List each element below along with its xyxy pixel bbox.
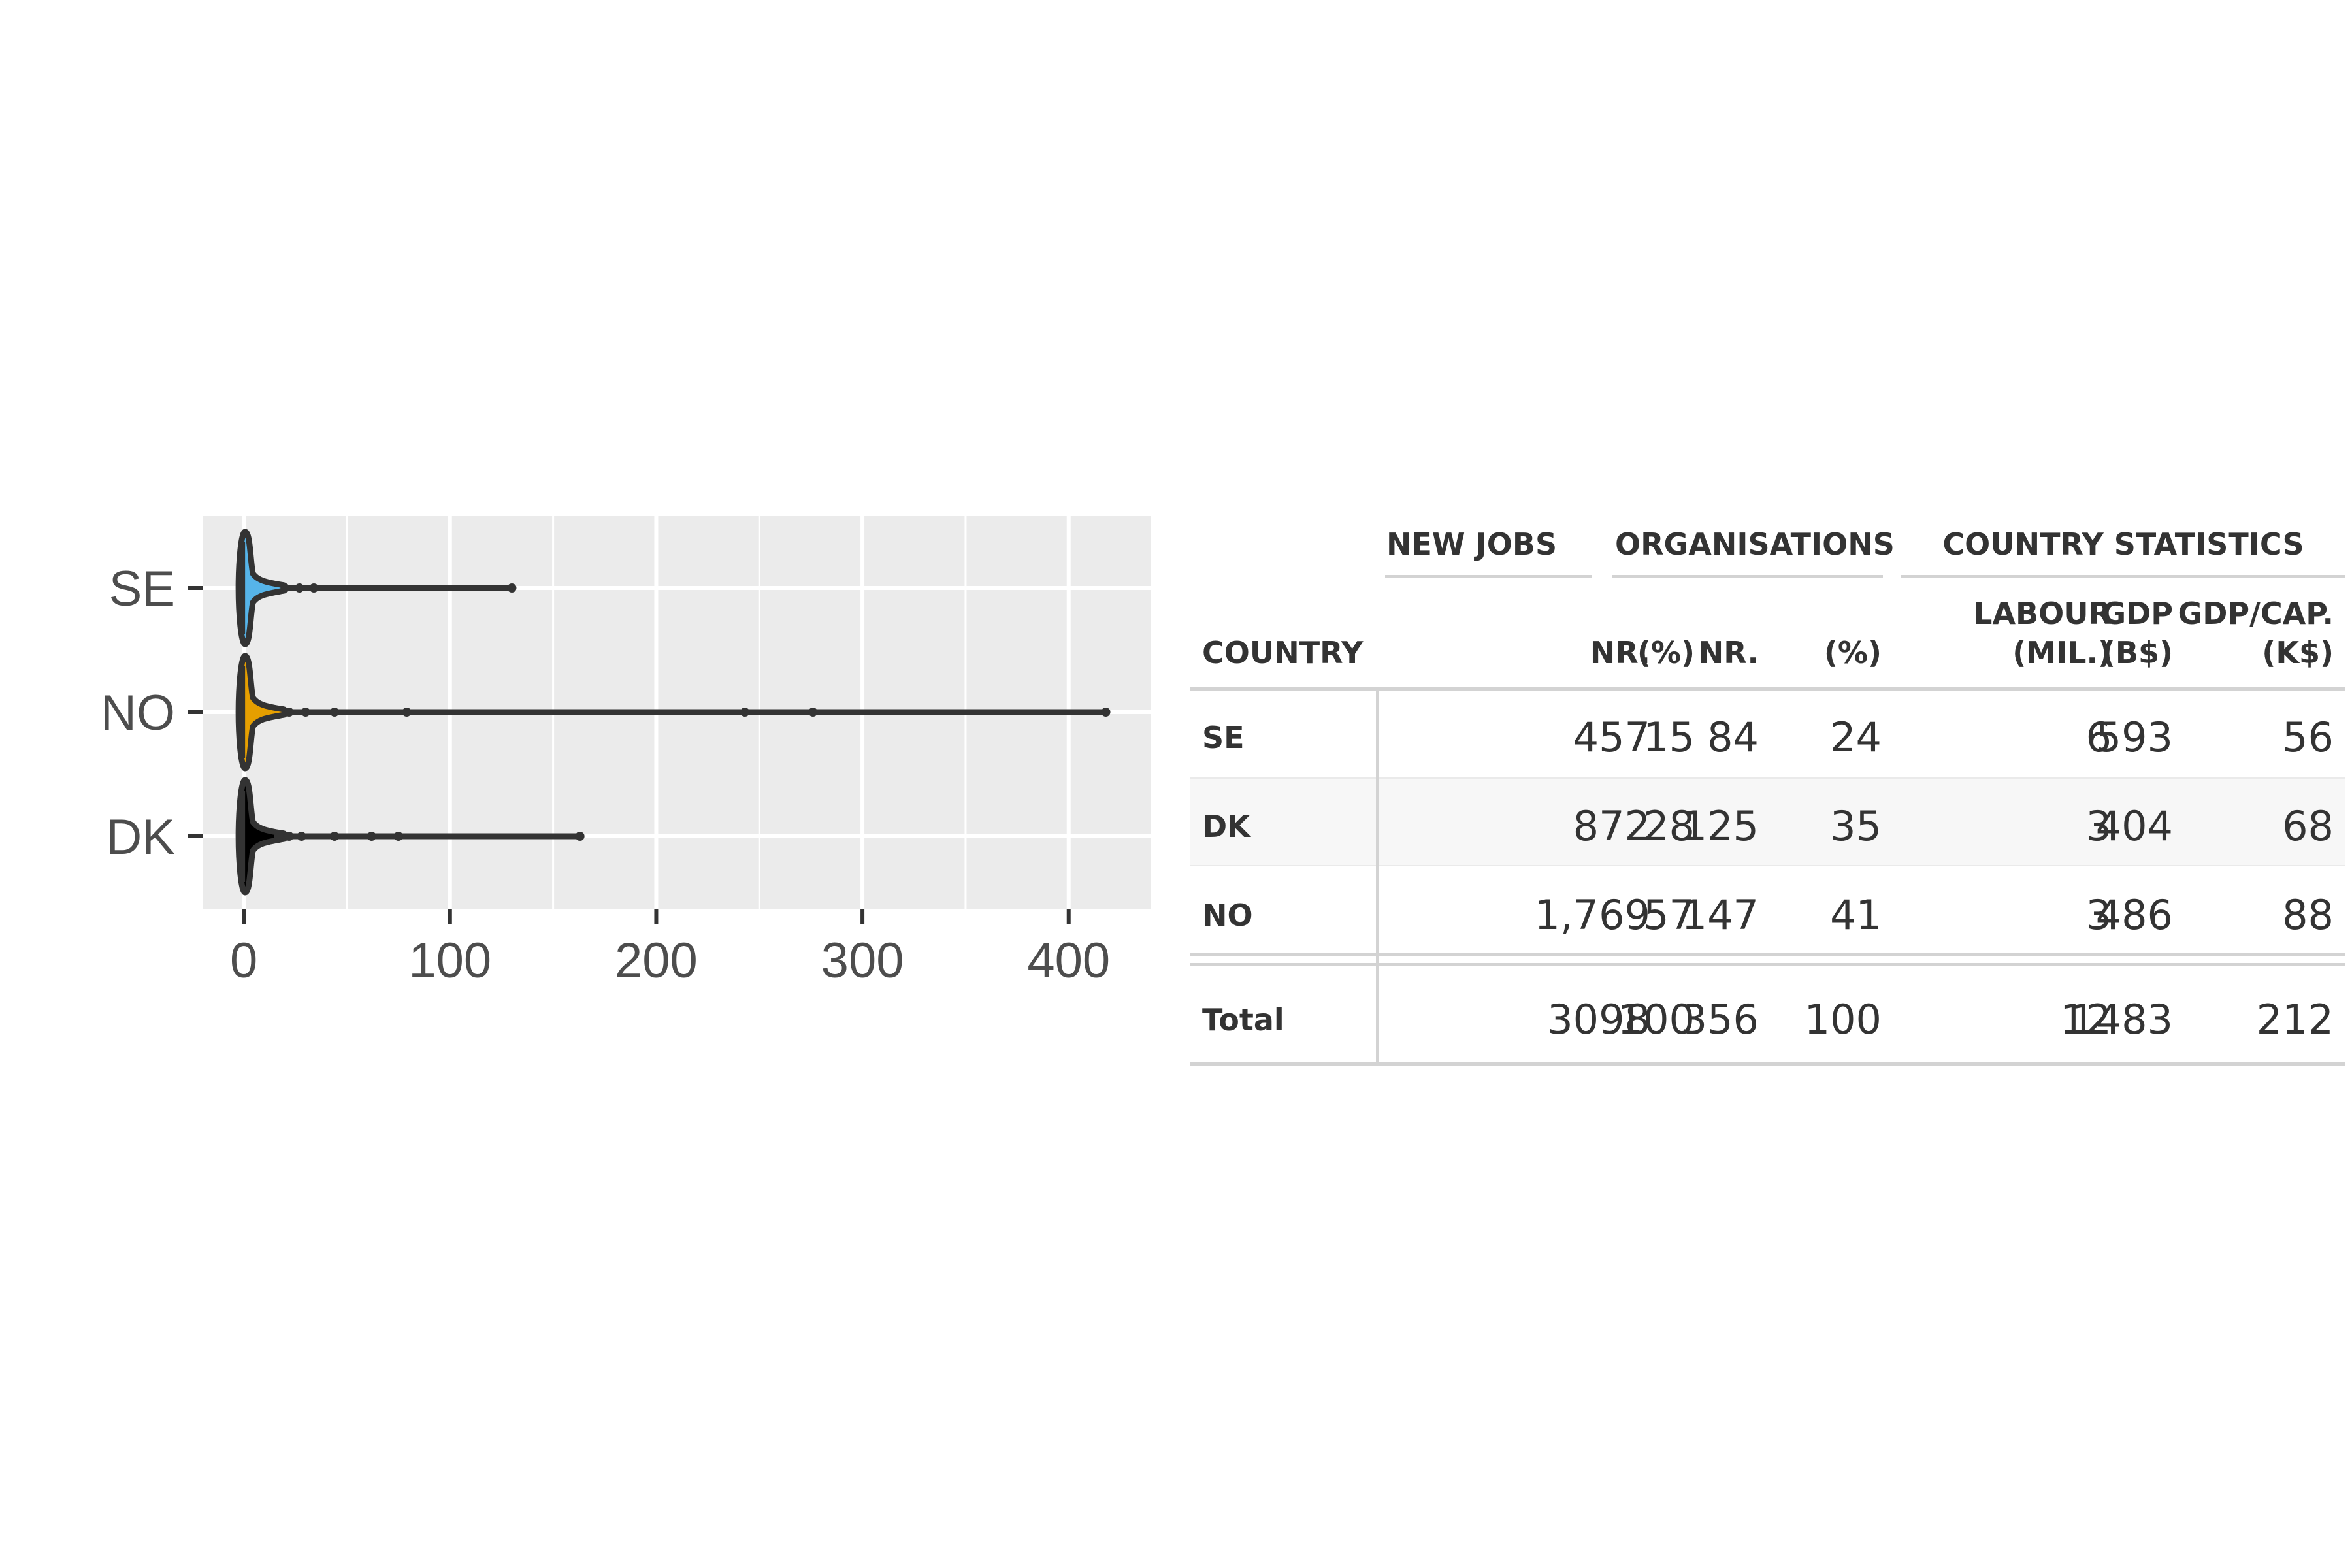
cell-jobs-nr: 1,769 bbox=[1535, 895, 1651, 936]
outlier-point bbox=[309, 583, 318, 593]
y-axis: SE NO DK bbox=[101, 561, 203, 865]
cell-jobs-pct: 15 bbox=[1643, 717, 1695, 758]
outlier-point bbox=[330, 832, 339, 841]
group-underline-country-statistics bbox=[1901, 575, 2345, 578]
col-header-country: COUNTRY bbox=[1202, 638, 1363, 668]
cell-gdp: 593 bbox=[2096, 717, 2173, 758]
cell-gdp: 486 bbox=[2096, 895, 2173, 936]
outlier-point bbox=[1102, 708, 1111, 717]
cell-gdpcap: 56 bbox=[2282, 717, 2334, 758]
col-header-org-pct: (%) bbox=[1824, 638, 1882, 668]
cell-org-nr: 147 bbox=[1682, 895, 1759, 936]
outlier-point bbox=[285, 832, 294, 841]
outlier-point bbox=[280, 583, 289, 593]
row-label: NO bbox=[1202, 900, 1253, 930]
outlier-point bbox=[402, 708, 411, 717]
y-tick-label: SE bbox=[109, 561, 175, 617]
cell-org-nr: 84 bbox=[1707, 717, 1759, 758]
outlier-point bbox=[808, 708, 817, 717]
outlier-point bbox=[274, 832, 284, 841]
outlier-point bbox=[297, 832, 306, 841]
col-header-gdp: GDP bbox=[2101, 598, 2173, 629]
col-header-gdpcap-unit: (K$) bbox=[2262, 638, 2334, 668]
total-label: Total bbox=[1202, 1005, 1284, 1035]
row-label: SE bbox=[1202, 723, 1245, 753]
cell-org-pct: 41 bbox=[1830, 895, 1882, 936]
total-gdpcap: 212 bbox=[2257, 1000, 2334, 1040]
summary-table: NEW JOBS ORGANISATIONS COUNTRY STATISTIC… bbox=[1190, 510, 2345, 1071]
total-org-pct: 100 bbox=[1805, 1000, 1882, 1040]
outlier-point bbox=[740, 708, 749, 717]
cell-jobs-nr: 457 bbox=[1573, 717, 1650, 758]
total-org-nr: 356 bbox=[1682, 1000, 1759, 1040]
col-header-org-nr: NR. bbox=[1699, 638, 1759, 668]
outlier-point bbox=[576, 832, 585, 841]
violin-chart: SE NO DK 0 100 200 300 400 bbox=[0, 0, 1176, 1568]
row-divider bbox=[1190, 777, 2345, 779]
cell-gdpcap: 88 bbox=[2282, 895, 2334, 936]
x-tick-label: 200 bbox=[615, 933, 698, 988]
group-underline-new-jobs bbox=[1385, 575, 1592, 578]
y-tick-label: NO bbox=[101, 685, 175, 741]
group-header-new-jobs: NEW JOBS bbox=[1386, 529, 1554, 559]
group-header-organisations: ORGANISATIONS bbox=[1615, 529, 1883, 559]
cell-jobs-nr: 872 bbox=[1573, 806, 1650, 847]
cell-org-pct: 35 bbox=[1830, 806, 1882, 847]
col-header-gdpcap: GDP/CAP. bbox=[2178, 598, 2334, 629]
table-bottom-rule bbox=[1190, 1062, 2345, 1066]
x-tick-label: 300 bbox=[821, 933, 904, 988]
row-label: DK bbox=[1202, 811, 1250, 841]
outlier-point bbox=[367, 832, 376, 841]
outlier-point bbox=[285, 708, 294, 717]
group-underline-organisations bbox=[1612, 575, 1883, 578]
outlier-point bbox=[394, 832, 403, 841]
country-column-divider bbox=[1376, 691, 1379, 1065]
outlier-point bbox=[507, 583, 516, 593]
total-gdp: 1483 bbox=[2070, 1000, 2173, 1040]
y-tick-label: DK bbox=[106, 809, 175, 865]
total-rule-bottom bbox=[1190, 963, 2345, 966]
x-tick-label: 0 bbox=[230, 933, 257, 988]
header-rule bbox=[1190, 687, 2345, 691]
row-divider bbox=[1190, 865, 2345, 866]
x-axis: 0 100 200 300 400 bbox=[230, 909, 1110, 988]
outlier-point bbox=[330, 708, 339, 717]
cell-org-pct: 24 bbox=[1830, 717, 1882, 758]
x-tick-label: 100 bbox=[408, 933, 491, 988]
total-rule-top bbox=[1190, 953, 2345, 956]
col-header-labour-unit: (MIL.) bbox=[2012, 638, 2112, 668]
cell-gdpcap: 68 bbox=[2282, 806, 2334, 847]
col-header-gdp-unit: (B$) bbox=[2102, 638, 2173, 668]
x-tick-label: 400 bbox=[1027, 933, 1110, 988]
outlier-point bbox=[295, 583, 304, 593]
col-header-jobs-pct: (%) bbox=[1637, 638, 1695, 668]
col-header-labour: LABOUR bbox=[1973, 598, 2112, 629]
outlier-point bbox=[301, 708, 310, 717]
cell-gdp: 404 bbox=[2096, 806, 2173, 847]
cell-org-nr: 125 bbox=[1682, 806, 1759, 847]
group-header-country-statistics: COUNTRY STATISTICS bbox=[1903, 529, 2344, 559]
